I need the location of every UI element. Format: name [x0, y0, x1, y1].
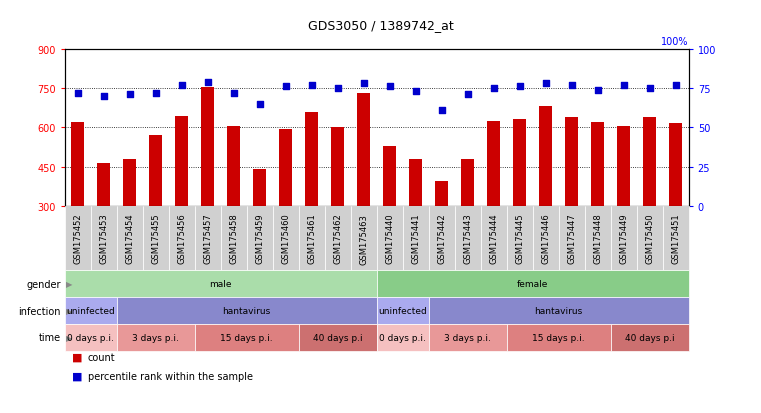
Text: GSM175455: GSM175455: [151, 213, 160, 264]
Point: [176, 82, 188, 89]
Point: [591, 87, 603, 94]
Point: [618, 82, 630, 89]
Text: percentile rank within the sample: percentile rank within the sample: [88, 371, 253, 381]
Point: [644, 85, 656, 92]
Text: 40 days p.i: 40 days p.i: [313, 333, 362, 342]
Text: GSM175445: GSM175445: [515, 213, 524, 264]
Bar: [384, 146, 396, 206]
Text: GSM175449: GSM175449: [619, 213, 628, 264]
Bar: [565, 118, 578, 206]
Text: 15 days p.i.: 15 days p.i.: [533, 333, 585, 342]
Point: [123, 92, 135, 98]
Text: GSM175456: GSM175456: [177, 213, 186, 264]
Bar: [149, 136, 162, 206]
Bar: [305, 112, 318, 206]
Bar: [279, 129, 292, 206]
Bar: [97, 163, 110, 206]
Point: [150, 90, 162, 97]
Text: time: time: [39, 332, 61, 343]
Text: GSM175443: GSM175443: [463, 213, 472, 264]
Text: ▶: ▶: [66, 280, 73, 288]
Bar: [253, 170, 266, 206]
Point: [565, 82, 578, 89]
Point: [488, 85, 500, 92]
Text: 3 days p.i.: 3 days p.i.: [444, 333, 491, 342]
Text: GSM175461: GSM175461: [307, 213, 316, 264]
Text: GSM175440: GSM175440: [385, 213, 394, 264]
Text: GSM175444: GSM175444: [489, 213, 498, 264]
Text: GSM175462: GSM175462: [333, 213, 342, 264]
Bar: [357, 94, 370, 206]
Bar: [123, 159, 136, 206]
Bar: [487, 121, 500, 206]
Bar: [513, 120, 526, 206]
Text: ▶: ▶: [66, 333, 73, 342]
Text: female: female: [517, 280, 549, 288]
Point: [202, 79, 214, 86]
Text: GSM175441: GSM175441: [411, 213, 420, 264]
Bar: [617, 127, 630, 206]
Text: ▶: ▶: [66, 306, 73, 315]
Text: GSM175451: GSM175451: [671, 213, 680, 264]
Text: GSM175450: GSM175450: [645, 213, 654, 264]
Point: [72, 90, 84, 97]
Text: GDS3050 / 1389742_at: GDS3050 / 1389742_at: [307, 19, 454, 31]
Bar: [331, 128, 344, 206]
Point: [462, 92, 474, 98]
Point: [670, 82, 682, 89]
Text: ■: ■: [72, 371, 83, 381]
Text: 3 days p.i.: 3 days p.i.: [132, 333, 179, 342]
Point: [332, 85, 344, 92]
Bar: [591, 123, 604, 206]
Text: uninfected: uninfected: [378, 306, 427, 315]
Bar: [540, 107, 552, 206]
Text: GSM175463: GSM175463: [359, 213, 368, 264]
Text: GSM175448: GSM175448: [594, 213, 602, 264]
Text: uninfected: uninfected: [66, 306, 115, 315]
Text: infection: infection: [18, 306, 61, 316]
Bar: [409, 159, 422, 206]
Text: hantavirus: hantavirus: [222, 306, 271, 315]
Bar: [669, 124, 682, 206]
Point: [97, 93, 110, 100]
Bar: [201, 88, 214, 206]
Text: hantavirus: hantavirus: [534, 306, 583, 315]
Point: [228, 90, 240, 97]
Text: GSM175452: GSM175452: [73, 213, 82, 264]
Point: [435, 107, 447, 114]
Text: male: male: [209, 280, 232, 288]
Point: [540, 81, 552, 88]
Text: 0 days p.i.: 0 days p.i.: [379, 333, 426, 342]
Point: [358, 81, 370, 88]
Text: ■: ■: [72, 352, 83, 362]
Text: gender: gender: [27, 279, 61, 289]
Text: 0 days p.i.: 0 days p.i.: [67, 333, 114, 342]
Bar: [461, 159, 474, 206]
Bar: [228, 127, 240, 206]
Bar: [435, 182, 448, 206]
Text: GSM175454: GSM175454: [126, 213, 134, 264]
Text: 40 days p.i: 40 days p.i: [625, 333, 674, 342]
Text: GSM175458: GSM175458: [229, 213, 238, 264]
Point: [306, 82, 318, 89]
Point: [279, 84, 291, 90]
Bar: [643, 118, 656, 206]
Text: GSM175453: GSM175453: [99, 213, 108, 264]
Text: 15 days p.i.: 15 days p.i.: [221, 333, 273, 342]
Text: GSM175446: GSM175446: [541, 213, 550, 264]
Point: [253, 101, 266, 108]
Bar: [72, 123, 84, 206]
Text: GSM175459: GSM175459: [255, 213, 264, 264]
Text: GSM175442: GSM175442: [438, 213, 446, 264]
Text: GSM175447: GSM175447: [567, 213, 576, 264]
Text: count: count: [88, 352, 115, 362]
Text: GSM175457: GSM175457: [203, 213, 212, 264]
Point: [514, 84, 526, 90]
Point: [409, 89, 422, 95]
Text: GSM175460: GSM175460: [282, 213, 290, 264]
Text: 100%: 100%: [661, 37, 689, 47]
Bar: [175, 116, 188, 206]
Point: [384, 84, 396, 90]
